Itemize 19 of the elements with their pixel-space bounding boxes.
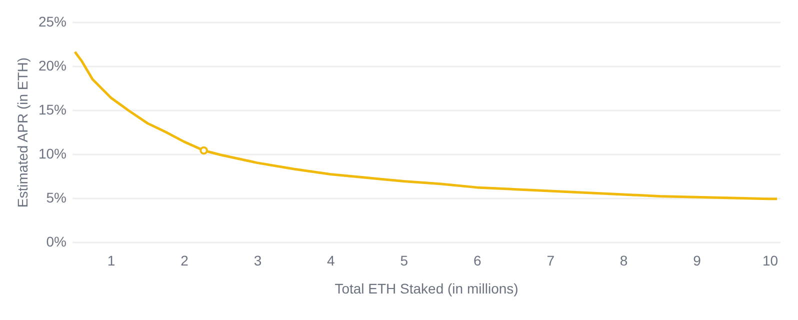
x-tick-label: 8 [620, 252, 628, 268]
x-tick-label: 6 [473, 252, 482, 268]
y-tick-label: 20% [38, 58, 66, 74]
x-tick-label: 3 [254, 252, 262, 268]
x-tick-label: 4 [327, 252, 336, 268]
x-tick-label: 9 [693, 252, 702, 268]
x-tick-label: 7 [546, 252, 555, 268]
x-axis-title: Total ETH Staked (in millions) [334, 280, 518, 296]
y-tick-label: 0% [46, 234, 66, 250]
x-tick-label: 2 [180, 252, 189, 268]
x-tick-label: 1 [107, 252, 116, 268]
x-tick-label: 10 [762, 252, 778, 268]
y-tick-label: 5% [46, 190, 66, 206]
y-tick-label: 10% [38, 146, 66, 162]
y-tick-label: 25% [38, 14, 66, 30]
line-series [74, 50, 778, 200]
x-tick-label: 5 [400, 252, 408, 268]
y-axis-title: Estimated APR (in ETH) [14, 57, 30, 208]
y-tick-label: 15% [38, 102, 66, 118]
